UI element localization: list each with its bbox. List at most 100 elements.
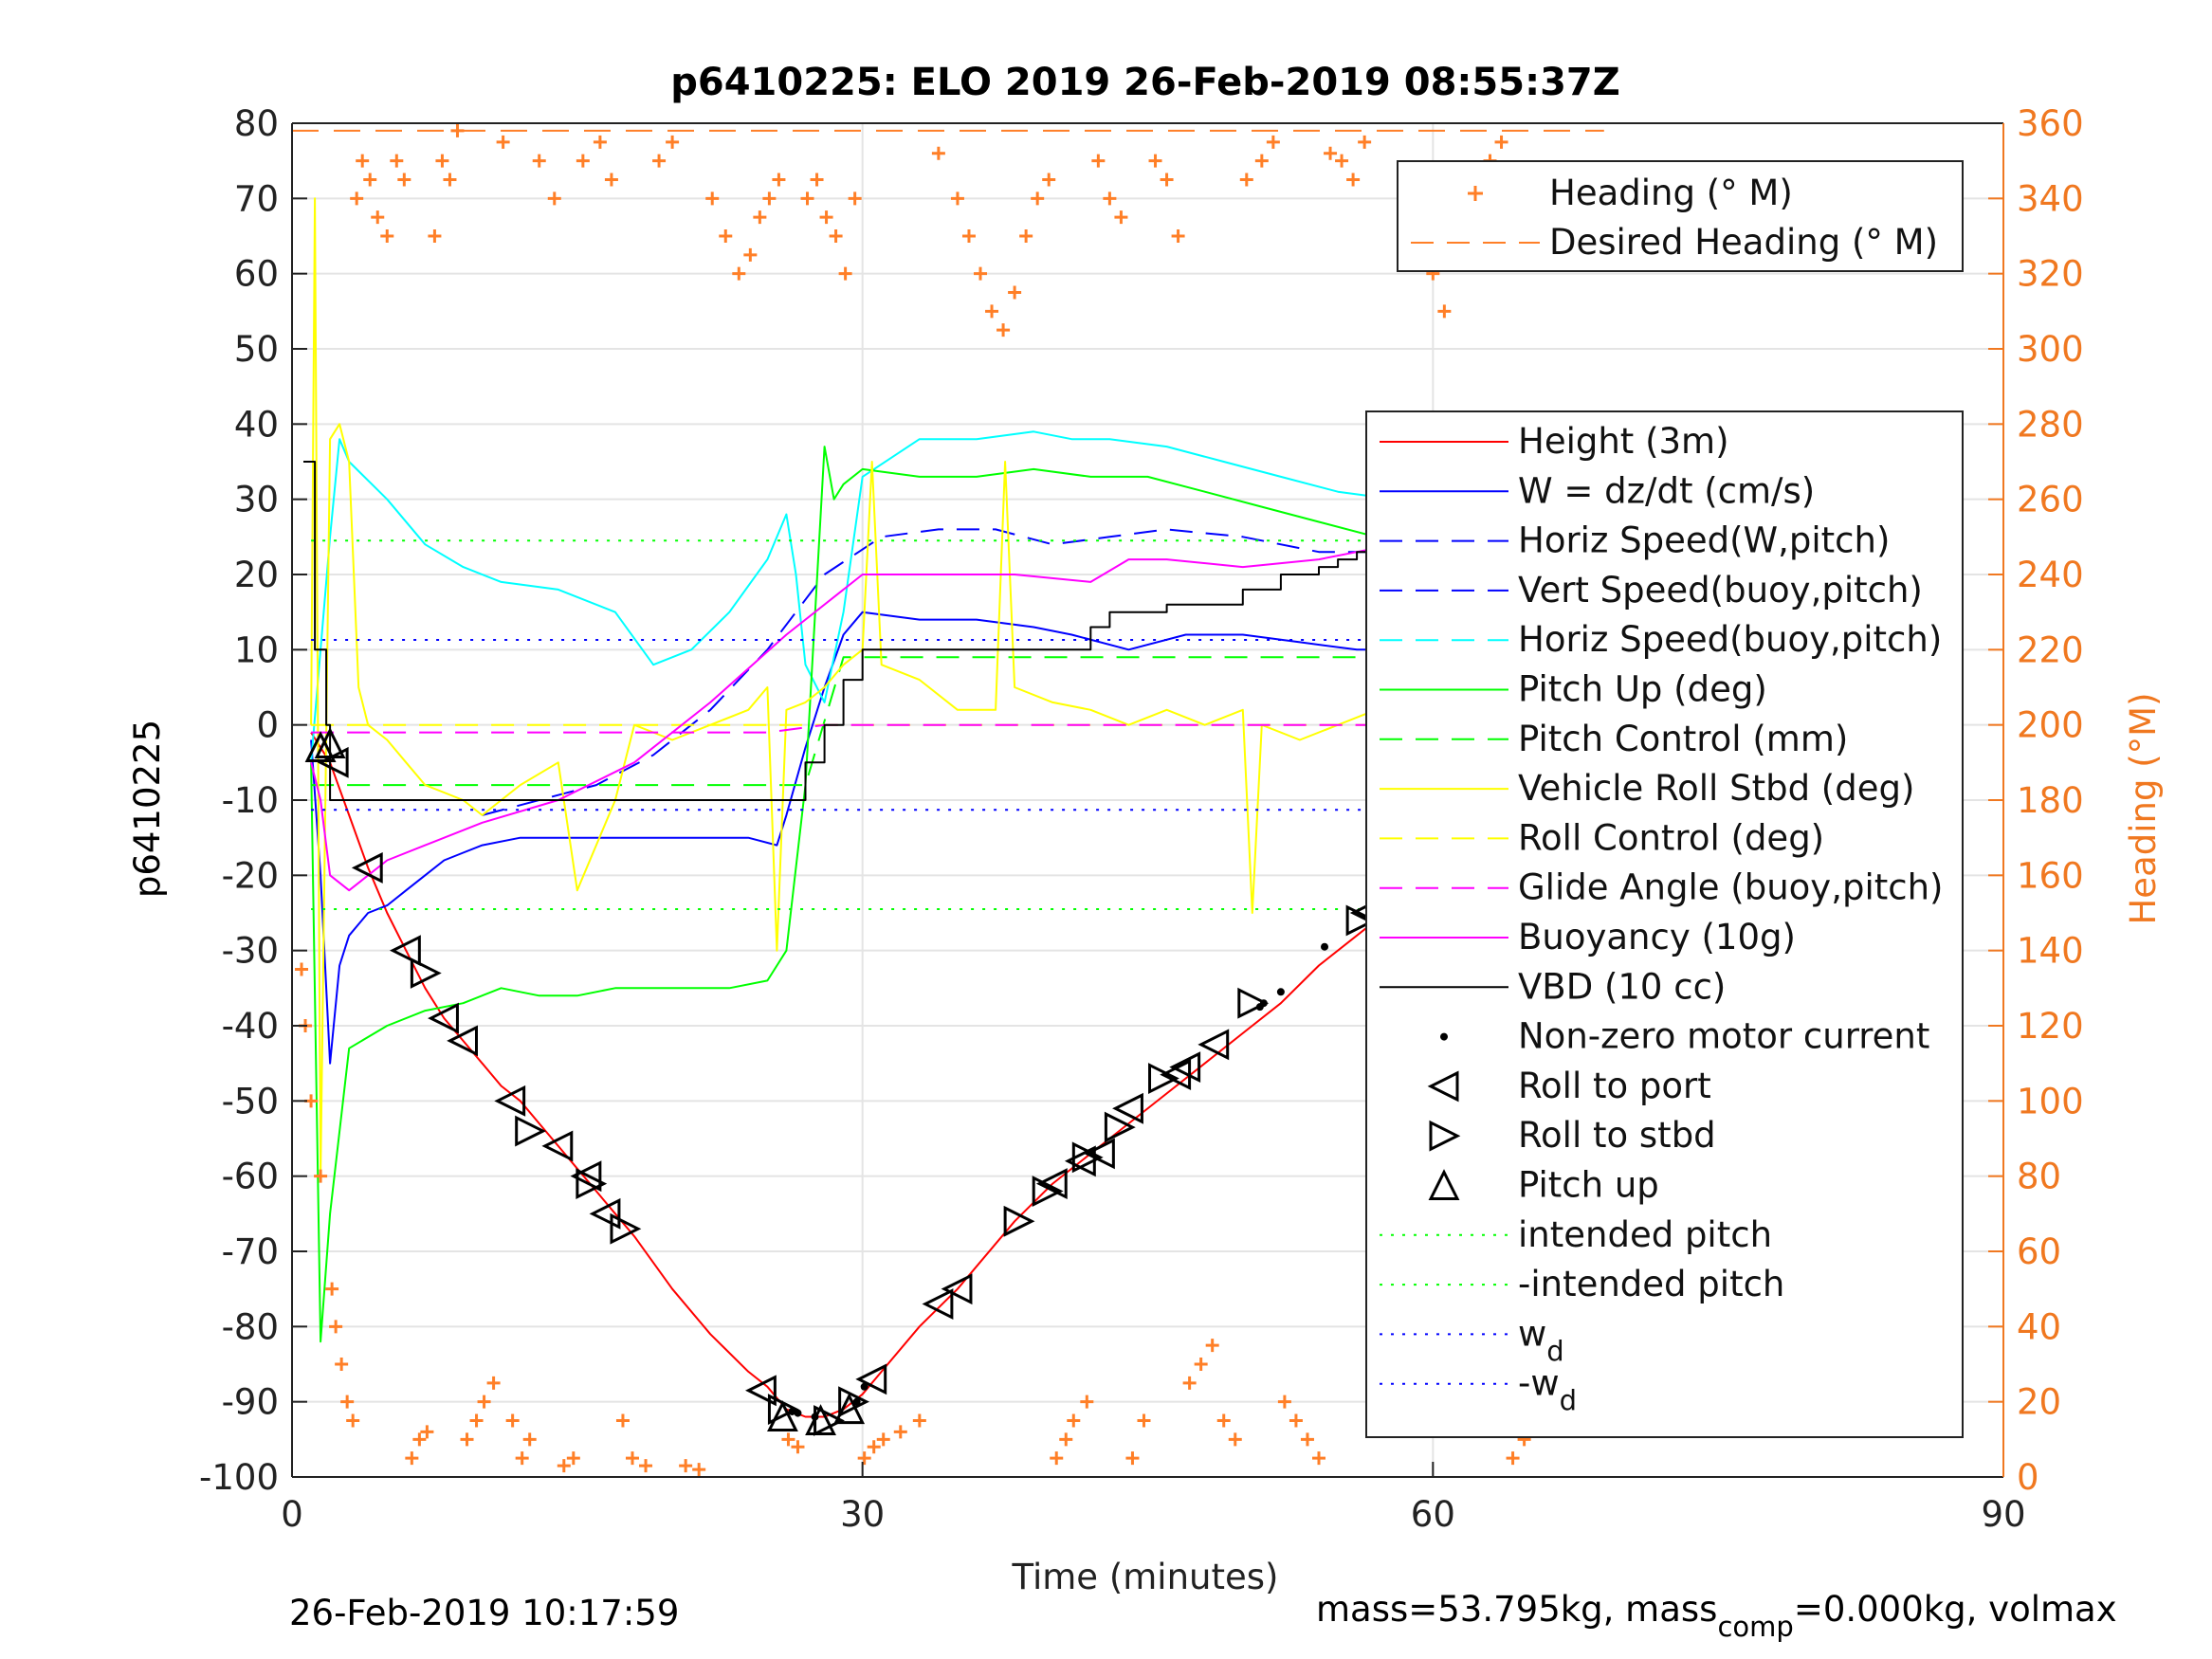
heading-point (1008, 285, 1022, 300)
motor-current-point (1321, 942, 1329, 951)
heading-point (1091, 154, 1106, 168)
y-tick-label: 0 (256, 705, 279, 746)
heading-point (1228, 1432, 1242, 1447)
y-right-tick-label: 200 (2017, 705, 2084, 746)
heading-point (857, 1451, 871, 1466)
heading-point (838, 266, 852, 281)
heading-point (405, 1451, 419, 1466)
heading-point (532, 154, 546, 168)
heading-point (781, 1432, 795, 1447)
y-tick-label: 80 (234, 103, 279, 144)
heading-point (1358, 135, 1372, 149)
heading-point (679, 1459, 693, 1473)
legend-entry-label: Non-zero motor current (1518, 1016, 1929, 1057)
heading-point (547, 191, 561, 206)
heading-point (350, 191, 364, 206)
legend-entry-label: -intended pitch (1518, 1264, 1784, 1304)
heading-point (753, 210, 767, 225)
heading-point (961, 229, 976, 243)
y-tick-label: -50 (222, 1081, 279, 1121)
legend-entry-text: -w (1518, 1363, 1560, 1404)
y-tick-label: -60 (222, 1157, 279, 1197)
legend-entry-label: W = dz/dt (cm/s) (1518, 470, 1815, 511)
y-tick-label: -30 (222, 931, 279, 972)
heading-point (356, 154, 370, 168)
y-right-tick-label: 60 (2017, 1231, 2061, 1272)
y-tick-label: 40 (234, 404, 279, 445)
heading-point (732, 266, 746, 281)
legend-swatch (1440, 1032, 1448, 1041)
roll-port-marker (447, 1025, 478, 1057)
heading-point (325, 1282, 339, 1296)
legend-entry-label: Buoyancy (10g) (1518, 917, 1796, 957)
y-tick-label: -40 (222, 1006, 279, 1047)
motor-current-point (1276, 988, 1285, 996)
heading-point (743, 247, 758, 262)
y-right-tick-label: 100 (2017, 1081, 2084, 1121)
heading-point (1437, 304, 1452, 319)
legend-entry-label: Vert Speed(buoy,pitch) (1518, 570, 1923, 611)
heading-point (1312, 1451, 1325, 1466)
y-right-tick-label: 0 (2017, 1457, 2039, 1498)
y-tick-label: -90 (222, 1382, 279, 1423)
footer-mass-sub: comp (1717, 1611, 1793, 1643)
y-right-tick-label: 140 (2017, 931, 2084, 972)
y-axis-label: p6410225 (127, 720, 168, 898)
heading-point (604, 173, 618, 187)
legend-entry-label: Horiz Speed(buoy,pitch) (1518, 619, 1942, 660)
y-tick-label: -70 (222, 1231, 279, 1272)
y-right-tick-label: 160 (2017, 855, 2084, 896)
pitch-up-marker (304, 731, 337, 762)
heading-point (652, 154, 667, 168)
legend-entry-label: VBD (10 cc) (1518, 966, 1726, 1007)
legend-entry-label: intended pitch (1518, 1214, 1772, 1255)
legend-heading: Heading (° M) Desired Heading (° M) (1397, 160, 1964, 272)
heading-point (469, 1413, 484, 1428)
legend-entry-label: Pitch Control (mm) (1518, 719, 1848, 759)
heading-point (867, 1440, 881, 1454)
roll-port-marker (541, 1130, 574, 1162)
heading-point (557, 1459, 571, 1473)
roll-port-marker (1169, 1051, 1201, 1084)
y-right-tick-label: 220 (2017, 629, 2084, 670)
roll-port-marker (745, 1375, 777, 1407)
heading-point (705, 191, 720, 206)
pitch-up-marker (767, 1400, 798, 1432)
legend-entry-text: Non-zero motor current (1518, 1016, 1929, 1057)
heading-point (1042, 173, 1056, 187)
pitch-up-marker (833, 1393, 866, 1425)
roll-stbd-marker (1003, 1205, 1035, 1237)
y-tick-label: -100 (199, 1457, 279, 1498)
legend-entry-text: Horiz Speed(W,pitch) (1518, 520, 1890, 561)
y-tick-label: -20 (222, 855, 279, 896)
legend-entry-label: wd (1518, 1313, 1564, 1367)
heading-point (1289, 1413, 1303, 1428)
legend-swatch (1468, 186, 1483, 201)
y-right-tick-label: 120 (2017, 1006, 2084, 1047)
y-tick-label: 60 (234, 254, 279, 295)
heading-point (893, 1425, 907, 1439)
legend-entry-label: Vehicle Roll Stbd (deg) (1518, 768, 1914, 809)
x-tick-label: 60 (1411, 1494, 1455, 1535)
x-axis-label: Time (minutes) (1012, 1557, 1279, 1597)
y-tick-label: 30 (234, 480, 279, 520)
legend-entry-text: -intended pitch (1518, 1264, 1784, 1304)
roll-port-marker (389, 935, 421, 967)
heading-point (477, 1395, 491, 1409)
legend-box (1397, 160, 1964, 272)
motor-current-point (794, 1409, 802, 1417)
legend-entry-text: Pitch up (1518, 1165, 1659, 1206)
heading-point (486, 1376, 501, 1390)
heading-point (295, 962, 309, 976)
heading-point (1239, 173, 1253, 187)
heading-point (1277, 1395, 1291, 1409)
legend-entry-label: Height (3m) (1518, 421, 1729, 462)
y-tick-label: 20 (234, 555, 279, 595)
legend-entry-text: Roll to stbd (1518, 1115, 1716, 1156)
heading-point (363, 173, 377, 187)
heading-point (1335, 154, 1349, 168)
heading-point (1059, 1432, 1073, 1447)
heading-point (912, 1413, 926, 1428)
heading-point (346, 1413, 360, 1428)
heading-point (1205, 1339, 1219, 1353)
